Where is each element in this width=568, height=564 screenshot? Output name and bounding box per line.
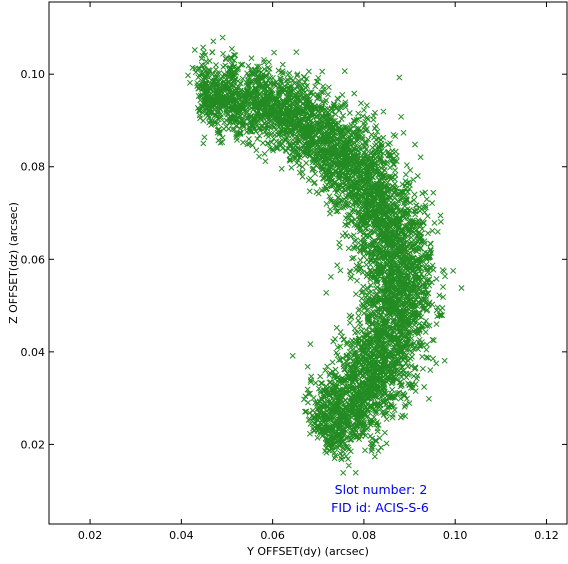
- scatter-point-markers: [185, 34, 465, 476]
- slot-number-annotation: Slot number: 2: [335, 482, 428, 497]
- y-tick-label: 0.08: [21, 161, 46, 174]
- y-tick-label: 0.04: [21, 346, 46, 359]
- x-axis-ticks: 0.02 0.04 0.06 0.08 0.10 0.12: [78, 2, 559, 542]
- x-tick-label: 0.02: [78, 529, 103, 542]
- x-tick-label: 0.10: [443, 529, 468, 542]
- fid-id-annotation: FID id: ACIS-S-6: [331, 500, 429, 515]
- x-tick-label: 0.08: [352, 529, 377, 542]
- y-tick-label: 0.06: [21, 253, 46, 266]
- plot-frame: [48, 1, 568, 525]
- scatter-points: [185, 34, 465, 476]
- x-tick-label: 0.06: [260, 529, 285, 542]
- y-axis-label: Z OFFSET(dz) (arcsec): [7, 202, 20, 324]
- y-tick-label: 0.10: [21, 68, 46, 81]
- x-tick-label: 0.12: [534, 529, 559, 542]
- y-axis-ticks: 0.02 0.04 0.06 0.08 0.10: [21, 68, 567, 451]
- x-axis-label: Y OFFSET(dy) (arcsec): [246, 545, 369, 558]
- y-tick-label: 0.02: [21, 438, 46, 451]
- x-tick-label: 0.04: [169, 529, 194, 542]
